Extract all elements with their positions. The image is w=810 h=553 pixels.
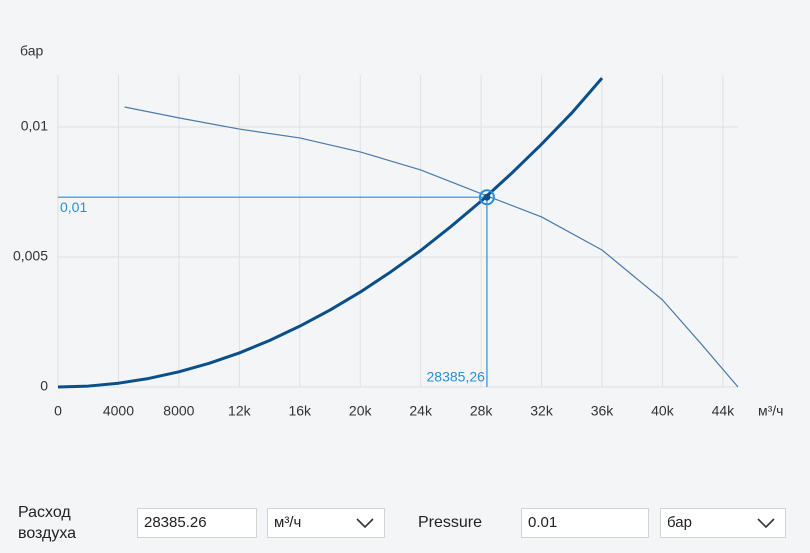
x-tick-label: 20k — [349, 403, 373, 419]
chart: бар м³/ч 0 0,005 0,01 0 4000 8000 12k 16k 20k 24k… — [13, 43, 784, 419]
x-tick-label: 4000 — [103, 403, 134, 419]
x-tick-label: 36k — [591, 403, 615, 419]
pressure-input[interactable]: 0.01 — [521, 508, 649, 538]
y-axis-label: бар — [20, 43, 43, 59]
x-tick-label: 0 — [54, 403, 62, 419]
x-axis-label: м³/ч — [758, 403, 783, 419]
y-tick-label: 0 — [40, 378, 48, 394]
flow-unit: м³/ч — [274, 514, 302, 531]
curve — [57, 77, 604, 389]
operating-point-core — [483, 193, 491, 201]
pressure-unit-select[interactable]: бар — [660, 508, 786, 538]
operating-y-label: 0,01 — [60, 199, 87, 215]
y-tick-label: 0,005 — [13, 248, 48, 264]
x-tick-label: 12k — [228, 403, 252, 419]
operating-point — [478, 189, 495, 206]
y-tick-label: 0,01 — [21, 118, 48, 134]
x-tick-label: 28k — [470, 403, 494, 419]
x-tick-label: 32k — [530, 403, 554, 419]
operating-x-label: 28385,26 — [427, 369, 486, 385]
x-tick-label: 40k — [651, 403, 675, 419]
chevron — [757, 518, 775, 528]
curve — [124, 106, 739, 388]
x-tick-label: 8000 — [163, 403, 194, 419]
chevron — [356, 518, 374, 528]
pressure-label: Pressure — [418, 514, 483, 531]
flow-label: Расход воздуха — [18, 504, 77, 542]
flow-input[interactable]: 28385.26 — [137, 508, 257, 538]
flow-unit-select[interactable]: м³/ч — [267, 508, 385, 538]
x-tick-label: 16k — [288, 403, 312, 419]
x-tick-label: 24k — [409, 403, 433, 419]
pressure-unit: бар — [667, 514, 692, 531]
x-tick-label: 44k — [712, 403, 736, 419]
